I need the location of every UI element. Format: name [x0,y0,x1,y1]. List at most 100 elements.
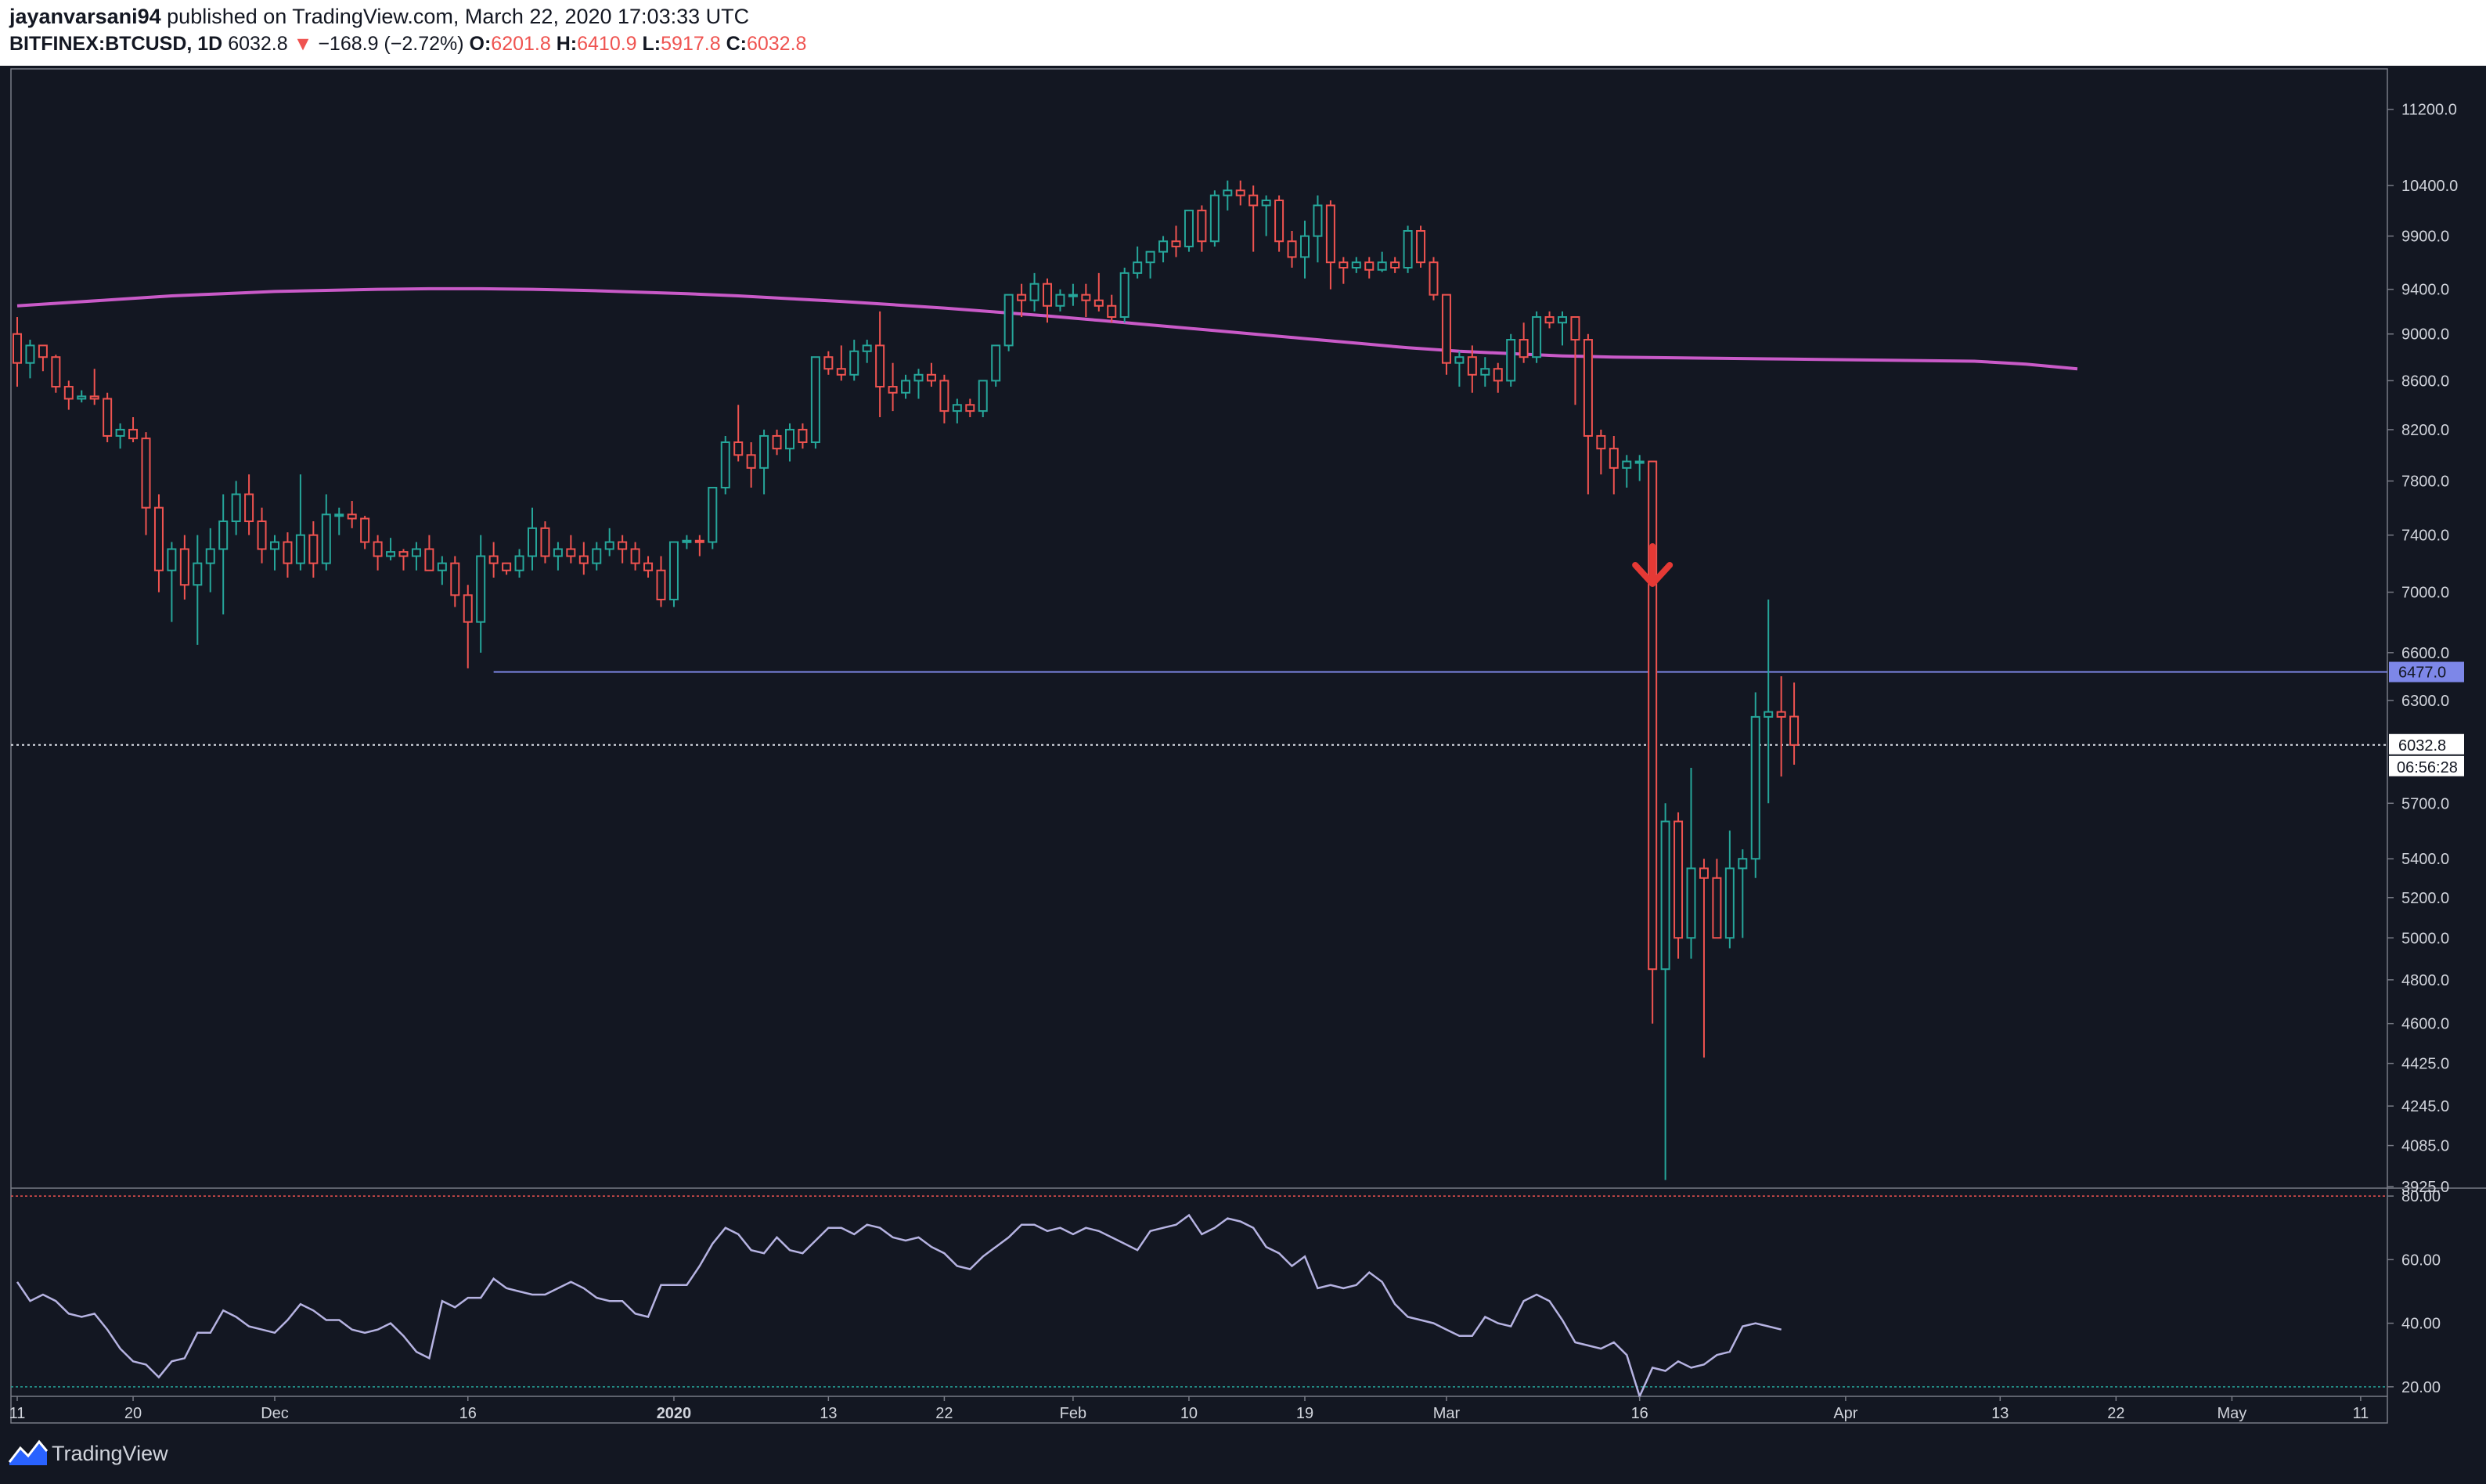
candle-body [1235,189,1245,196]
candle-body [463,594,473,623]
tradingview-logo-icon[interactable] [8,1439,49,1467]
candle-body [1184,209,1194,247]
price-tick-label: 6300.0 [2401,693,2449,710]
candle-body [566,548,576,557]
candle-body [1248,194,1259,207]
candle-body [1634,460,1645,464]
candle-body [823,356,834,370]
publish-info: published on TradingView.com, March 22, … [167,5,750,28]
candle-body [862,344,872,352]
candle-body [411,548,421,557]
candle-body [785,428,794,450]
candle-body [540,527,550,557]
price-tick-label: 3925.0 [2401,1179,2449,1196]
rsi-tick-label: 40.00 [2401,1316,2441,1333]
brand-name[interactable]: TradingView [52,1442,168,1465]
price-tick-label: 9400.0 [2401,282,2449,299]
candle-body [1454,356,1465,364]
triangle-down-icon: ▼ [293,33,313,55]
candle-body [38,344,48,358]
price-change: −168.9 (−2.72%) [318,33,464,55]
candle-body [103,398,113,437]
candle-body [1480,368,1490,376]
candle-body [1467,356,1477,376]
ohlc-line: BITFINEX:BTCUSD, 1D 6032.8 ▼ −168.9 (−2.… [9,33,806,56]
candle-body [1519,339,1529,358]
candle-body [153,506,164,571]
candle-body [759,434,769,469]
candle-body [1648,460,1658,971]
price-tick-label: 4600.0 [2401,1016,2449,1033]
candle-body [141,438,151,509]
candle-body [1145,250,1155,264]
candle-body [1081,294,1091,301]
candle-body [952,404,962,412]
candle-body [13,333,22,364]
candle-body [1403,230,1413,269]
low-label: L: [642,33,661,55]
candle-body [810,356,820,444]
price-tick-label: 8200.0 [2401,422,2449,439]
candle-body [849,350,859,376]
low-value: 5917.8 [661,33,721,55]
candle-body [656,569,666,601]
candle-body [926,373,936,382]
candle-body [1209,194,1220,243]
time-tick-label: Feb [1060,1405,1086,1422]
candle-body [746,454,756,469]
candle-body [643,562,654,571]
time-tick-label: 11 [9,1405,26,1422]
candle-body [668,541,679,601]
candle-body [1364,261,1375,271]
price-tick-label: 11200.0 [2401,102,2457,119]
time-tick-label: 20 [124,1405,142,1422]
candle-body [978,380,988,412]
candle-body [244,493,254,523]
price-tick-label: 7000.0 [2401,585,2449,602]
time-tick-label: May [2218,1405,2247,1422]
candle-body [257,520,267,550]
candle-body [1377,261,1387,271]
candle-body [231,493,241,523]
countdown-label: 06:56:28 [2397,759,2458,776]
candle-body [193,562,203,586]
close-label: C: [726,33,747,55]
candle-body [1043,283,1052,307]
price-tick-label: 7800.0 [2401,474,2449,491]
rsi-tick-label: 20.00 [2401,1379,2441,1396]
time-tick-label: 10 [1180,1405,1198,1422]
candle-body [128,428,139,440]
candle-body [1158,240,1169,253]
price-tick-label: 4085.0 [2401,1138,2449,1155]
price-tick-label: 9000.0 [2401,326,2449,344]
candle-body [1068,294,1078,297]
candle-body [630,548,640,564]
close-value: 6032.8 [746,33,807,55]
candle-body [1017,294,1027,301]
price-tick-label: 5700.0 [2401,795,2449,812]
candle-body [502,562,512,571]
candle-body [1750,715,1760,860]
candle-body [77,395,87,400]
symbol-label[interactable]: BITFINEX:BTCUSD, 1D [9,33,223,55]
candle-body [1609,448,1619,469]
candle-body [1325,204,1335,264]
candle-body [1583,339,1593,437]
candle-body [1622,460,1632,469]
last-price: 6032.8 [228,33,288,55]
time-tick-label: 13 [1991,1405,2009,1422]
candle-body [991,344,1001,382]
current-price-badge [2389,733,2464,755]
candle-body [553,548,563,557]
candle-body [1223,189,1233,196]
chart-canvas[interactable]: 11200.0 10400.0 9900.0 9400.0 9000.0 8600.0 82… [0,66,2486,1425]
author-name[interactable]: jayanvarsani94 [9,5,161,28]
candle-body [1660,820,1670,971]
candle-body [1712,877,1722,939]
candle-body [1686,867,1696,939]
candle-body [1107,304,1117,319]
candle-body [25,344,35,364]
candle-body [1544,316,1555,324]
price-tick-label: 6600.0 [2401,645,2449,662]
candle-body [476,555,486,623]
